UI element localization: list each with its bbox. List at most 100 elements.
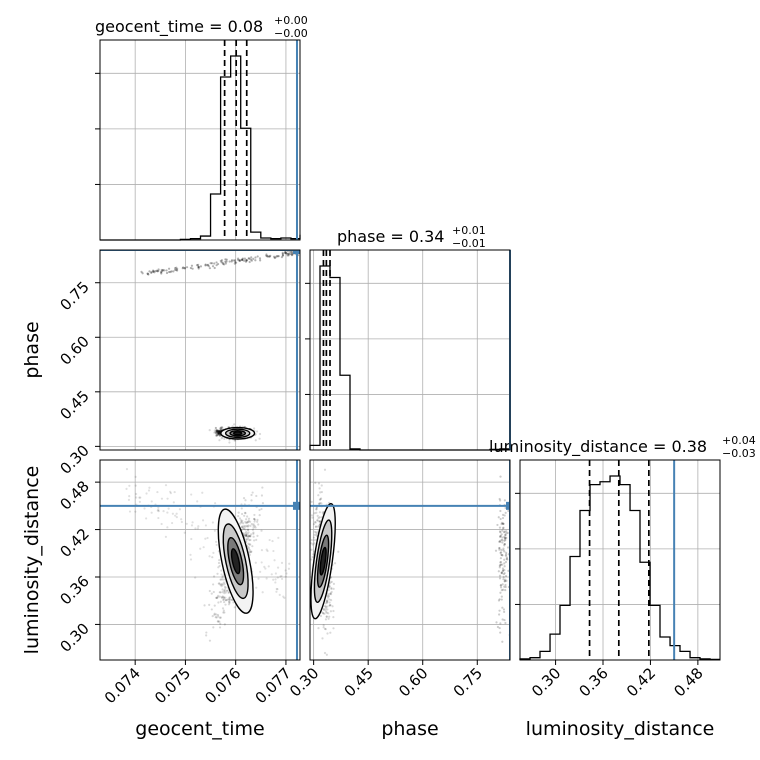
scatter-point [221, 588, 224, 591]
scatter-point [245, 533, 248, 536]
scatter-point [258, 432, 262, 436]
scatter-point [281, 251, 284, 254]
scatter-point [250, 256, 253, 259]
scatter-point [311, 555, 314, 559]
scatter-point [139, 496, 142, 499]
scatter-point [267, 565, 270, 568]
scatter-point [280, 256, 284, 259]
scatter-point [290, 254, 294, 257]
scatter-point [332, 587, 335, 590]
scatter-point [277, 255, 280, 258]
scatter-point [174, 267, 177, 270]
scatter-point [217, 432, 221, 435]
scatter-point [220, 261, 223, 264]
scatter-point [497, 516, 500, 519]
scatter-point [253, 517, 256, 521]
scatter-point [217, 566, 220, 569]
scatter-point [170, 270, 173, 273]
scatter-point [247, 520, 250, 523]
scatter-point [152, 270, 155, 273]
scatter-point [503, 514, 506, 517]
scatter-point [218, 564, 221, 568]
scatter-point [174, 268, 177, 271]
scatter-point [501, 527, 505, 530]
scatter-point [249, 551, 252, 554]
scatter-point [329, 604, 332, 607]
scatter-point [246, 520, 249, 524]
scatter-point [265, 577, 268, 580]
x-tick-label-phase: 0.30 [286, 664, 322, 700]
scatter-point [327, 617, 330, 620]
title-geocent-time-minus: −0.00 [274, 27, 308, 40]
panel-frame [519, 459, 721, 661]
scatter-point [256, 520, 259, 523]
scatter-point [272, 549, 275, 553]
scatter-point [502, 573, 505, 576]
scatter-point [287, 252, 290, 255]
title-phase-minus: −0.01 [452, 237, 486, 250]
scatter-point [337, 550, 340, 553]
scatter-point [312, 523, 316, 526]
scatter-point [267, 255, 271, 258]
scatter-point [273, 559, 276, 562]
scatter-point [204, 263, 207, 266]
scatter-point [216, 262, 220, 266]
scatter-point [196, 527, 200, 530]
scatter-point [328, 601, 331, 604]
scatter-point [217, 432, 221, 435]
scatter-point [189, 553, 192, 556]
scatter-point [279, 575, 282, 578]
scatter-point [325, 615, 328, 618]
scatter-point [275, 590, 278, 593]
scatter-point [218, 626, 222, 629]
scatter-point [216, 596, 219, 599]
scatter-point [256, 534, 259, 537]
scatter-point [220, 585, 223, 588]
scatter-point [215, 434, 218, 437]
scatter-point [255, 430, 259, 433]
scatter-point [182, 266, 185, 269]
scatter-point [212, 583, 215, 586]
scatter-point [323, 651, 327, 655]
scatter-point [505, 530, 508, 533]
scatter-point [201, 519, 205, 522]
scatter-point [219, 600, 222, 603]
scatter-point [221, 576, 224, 579]
scatter-point [191, 267, 194, 270]
scatter-point [498, 577, 502, 580]
scatter-point [246, 535, 249, 538]
scatter-point [190, 524, 194, 527]
scatter-point [159, 271, 163, 274]
scatter-point [213, 613, 216, 616]
scatter-point [328, 604, 331, 607]
scatter-point [211, 556, 214, 559]
scatter-point [157, 516, 160, 520]
scatter-point [167, 507, 170, 510]
scatter-point [323, 468, 327, 471]
scatter-point [502, 522, 505, 525]
y-tick-label-luminosity_distance: 0.36 [56, 572, 92, 608]
scatter-point [501, 554, 504, 557]
scatter-point [166, 526, 169, 529]
scatter-point [502, 575, 505, 579]
axis-labels: geocent_time phase luminosity_distance p… [21, 321, 714, 740]
scatter-point [234, 439, 237, 442]
scatter-point [506, 546, 510, 549]
scatter-point [239, 522, 242, 525]
scatter-point [329, 610, 333, 613]
scatter-point [290, 251, 293, 254]
panel-frame [309, 459, 511, 661]
scatter-point [317, 482, 321, 485]
scatter-point [505, 553, 508, 556]
scatter-point [219, 427, 222, 430]
scatter-point [212, 575, 216, 578]
scatter-point [162, 510, 165, 513]
scatter-point [498, 526, 502, 529]
scatter-point [243, 526, 246, 529]
panel-frame [99, 249, 301, 451]
scatter-point [206, 536, 209, 540]
scatter-point [178, 508, 182, 511]
panel-content [100, 250, 300, 450]
scatter-point [156, 270, 159, 273]
scatter-point [240, 526, 243, 529]
